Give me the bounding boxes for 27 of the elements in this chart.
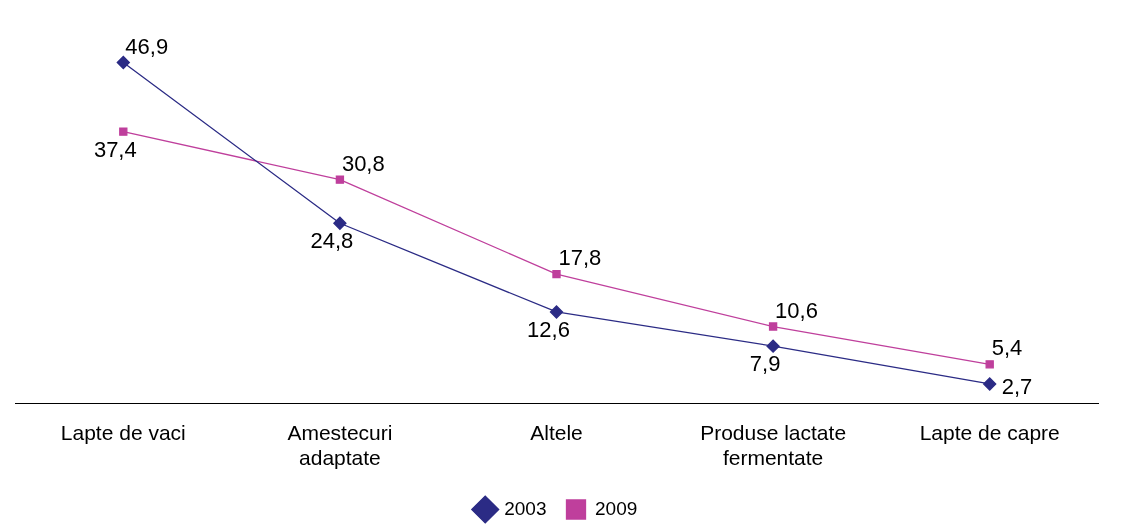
- point: [333, 216, 347, 230]
- data-label: 30,8: [341, 150, 385, 176]
- x-tick-label: Lapte de vaci: [60, 421, 186, 444]
- point: [768, 322, 778, 331]
- data-label: 17,8: [558, 245, 602, 271]
- point: [335, 175, 345, 184]
- data-label: 5,4: [991, 335, 1023, 361]
- point: [119, 127, 128, 136]
- data-label: 37,4: [93, 136, 137, 162]
- point: [983, 377, 997, 391]
- x-tick-label: Produse lactate fermentate: [700, 421, 847, 470]
- point: [116, 55, 130, 70]
- data-label: 24,8: [310, 228, 354, 254]
- legend-label: 2009: [595, 497, 638, 519]
- point: [985, 360, 994, 369]
- x-tick-label: Amestecuri adaptate: [287, 421, 393, 470]
- data-label: 12,6: [527, 317, 570, 343]
- point: [766, 339, 780, 353]
- x-tick-label: Altele: [530, 421, 583, 444]
- data-label: 46,9: [125, 33, 169, 59]
- data-label: 2,7: [1001, 374, 1033, 400]
- data-label: 7,9: [749, 351, 781, 377]
- data-label: 10,6: [775, 297, 818, 323]
- point: [552, 269, 561, 279]
- x-tick-label: Lapte de capre: [919, 421, 1060, 444]
- legend-label: 2003: [504, 497, 547, 519]
- point: [549, 305, 564, 319]
